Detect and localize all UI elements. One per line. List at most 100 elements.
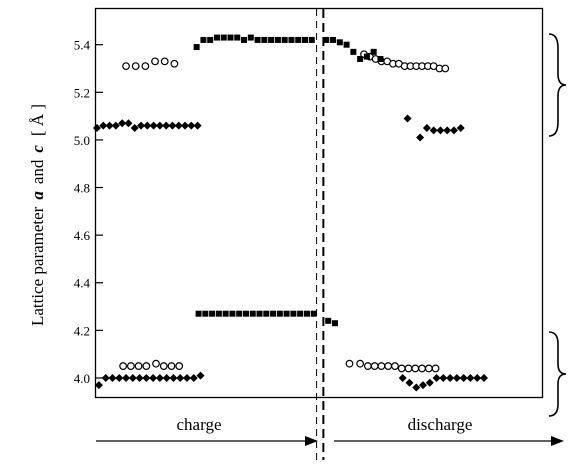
data-point-filled-diamond xyxy=(189,373,198,382)
y-tick-label-4.8: 4.8 xyxy=(74,181,90,196)
data-point-open-circle xyxy=(345,359,354,368)
data-point-filled-square xyxy=(283,310,290,317)
y-axis-label-unit: [ Å ] xyxy=(28,104,47,136)
data-point-filled-diamond xyxy=(456,124,465,133)
data-point-filled-diamond xyxy=(155,373,164,382)
data-point-open-circle xyxy=(131,62,140,71)
data-point-filled-diamond xyxy=(101,373,110,382)
data-point-filled-diamond xyxy=(398,373,407,382)
data-point-filled-square xyxy=(220,34,227,41)
data-point-filled-square xyxy=(295,36,302,43)
y-axis-label-and: and xyxy=(28,159,47,184)
data-point-filled-diamond xyxy=(425,378,434,387)
data-point-filled-diamond xyxy=(405,378,414,387)
data-point-filled-square xyxy=(236,310,243,317)
data-point-open-circle xyxy=(159,362,168,370)
data-point-filled-square xyxy=(297,310,304,317)
x-annotation-charge: charge xyxy=(177,415,222,434)
data-point-filled-diamond xyxy=(142,373,151,382)
data-point-open-circle xyxy=(404,364,413,373)
data-point-open-circle xyxy=(397,364,406,373)
data-point-filled-square xyxy=(301,36,308,43)
data-point-open-circle xyxy=(141,62,150,71)
data-point-filled-square xyxy=(254,36,261,43)
data-point-filled-square xyxy=(256,310,263,317)
data-point-filled-square xyxy=(241,36,248,43)
data-point-filled-diamond xyxy=(149,373,158,382)
data-point-filled-diamond xyxy=(416,133,425,142)
data-point-open-circle xyxy=(152,359,160,368)
data-point-filled-diamond xyxy=(162,373,171,382)
data-point-filled-square xyxy=(268,36,275,43)
data-point-filled-square xyxy=(202,310,209,317)
y-tick-label-5.2: 5.2 xyxy=(74,85,90,100)
data-point-filled-square xyxy=(276,310,283,317)
data-point-filled-diamond xyxy=(182,373,191,382)
data-point-filled-square xyxy=(363,53,370,60)
data-point-filled-square xyxy=(200,36,207,43)
data-point-open-circle xyxy=(167,362,176,370)
data-point-filled-square xyxy=(310,310,317,317)
data-point-filled-diamond xyxy=(168,121,177,130)
x-annotation-discharge: discharge xyxy=(408,415,473,434)
data-point-filled-square xyxy=(193,44,200,51)
data-markers xyxy=(93,34,488,392)
data-point-open-circle xyxy=(142,362,151,370)
data-point-filled-square xyxy=(343,41,350,48)
data-point-open-circle xyxy=(418,364,426,373)
data-point-filled-square xyxy=(330,36,337,43)
data-point-filled-diamond xyxy=(473,373,482,382)
data-point-filled-square xyxy=(350,48,357,55)
data-point-filled-square xyxy=(303,310,310,317)
plot-frame xyxy=(94,7,544,399)
data-point-filled-square xyxy=(227,34,234,41)
data-point-filled-square xyxy=(290,310,297,317)
y-tick-label-5.0: 5.0 xyxy=(74,133,90,148)
data-point-filled-square xyxy=(370,48,377,55)
data-point-filled-square xyxy=(323,36,330,43)
data-point-filled-diamond xyxy=(93,124,101,133)
data-point-filled-square xyxy=(288,36,295,43)
data-point-open-circle xyxy=(377,362,386,370)
data-point-filled-square xyxy=(215,310,222,317)
data-point-filled-diamond xyxy=(422,124,431,133)
data-point-open-circle xyxy=(391,362,399,370)
data-point-filled-square xyxy=(209,310,216,317)
data-point-filled-square xyxy=(261,36,268,43)
data-point-filled-square xyxy=(357,55,364,62)
data-point-filled-diamond xyxy=(193,121,202,130)
data-point-filled-diamond xyxy=(449,126,458,135)
data-point-open-circle xyxy=(126,362,135,370)
data-point-filled-square xyxy=(281,36,288,43)
data-point-filled-diamond xyxy=(446,373,455,382)
data-point-filled-diamond xyxy=(466,373,475,382)
data-point-filled-square xyxy=(222,310,229,317)
data-point-filled-square xyxy=(229,310,236,317)
data-point-filled-square xyxy=(331,320,338,327)
data-point-filled-diamond xyxy=(99,121,108,130)
data-point-filled-diamond xyxy=(135,373,144,382)
y-axis-ticks: 4.0 4.2 4.4 4.6 4.8 5.0 5.2 5.4 xyxy=(74,38,103,386)
y-axis-label-prefix: Lattice parameter xyxy=(28,206,47,326)
data-point-open-circle xyxy=(356,359,365,368)
y-axis-label: Lattice parameter a and c [ Å ] xyxy=(28,104,47,326)
data-point-filled-diamond xyxy=(429,126,438,135)
data-point-filled-diamond xyxy=(174,121,183,130)
data-point-filled-square xyxy=(249,310,256,317)
data-point-filled-diamond xyxy=(187,121,196,130)
y-tick-label-4.2: 4.2 xyxy=(74,323,90,338)
discharge-arrow xyxy=(334,436,564,446)
data-point-filled-square xyxy=(377,55,384,62)
data-point-filled-diamond xyxy=(436,126,445,135)
data-point-filled-diamond xyxy=(122,373,131,382)
data-point-filled-diamond xyxy=(181,121,190,130)
data-point-open-circle xyxy=(431,364,440,373)
data-point-filled-diamond xyxy=(105,121,114,130)
data-point-open-circle xyxy=(441,64,450,73)
data-point-open-circle xyxy=(170,59,179,68)
data-point-filled-diamond xyxy=(432,373,441,382)
y-axis-label-a: a xyxy=(28,191,47,200)
data-point-filled-square xyxy=(207,36,214,43)
data-point-open-circle xyxy=(424,364,433,373)
